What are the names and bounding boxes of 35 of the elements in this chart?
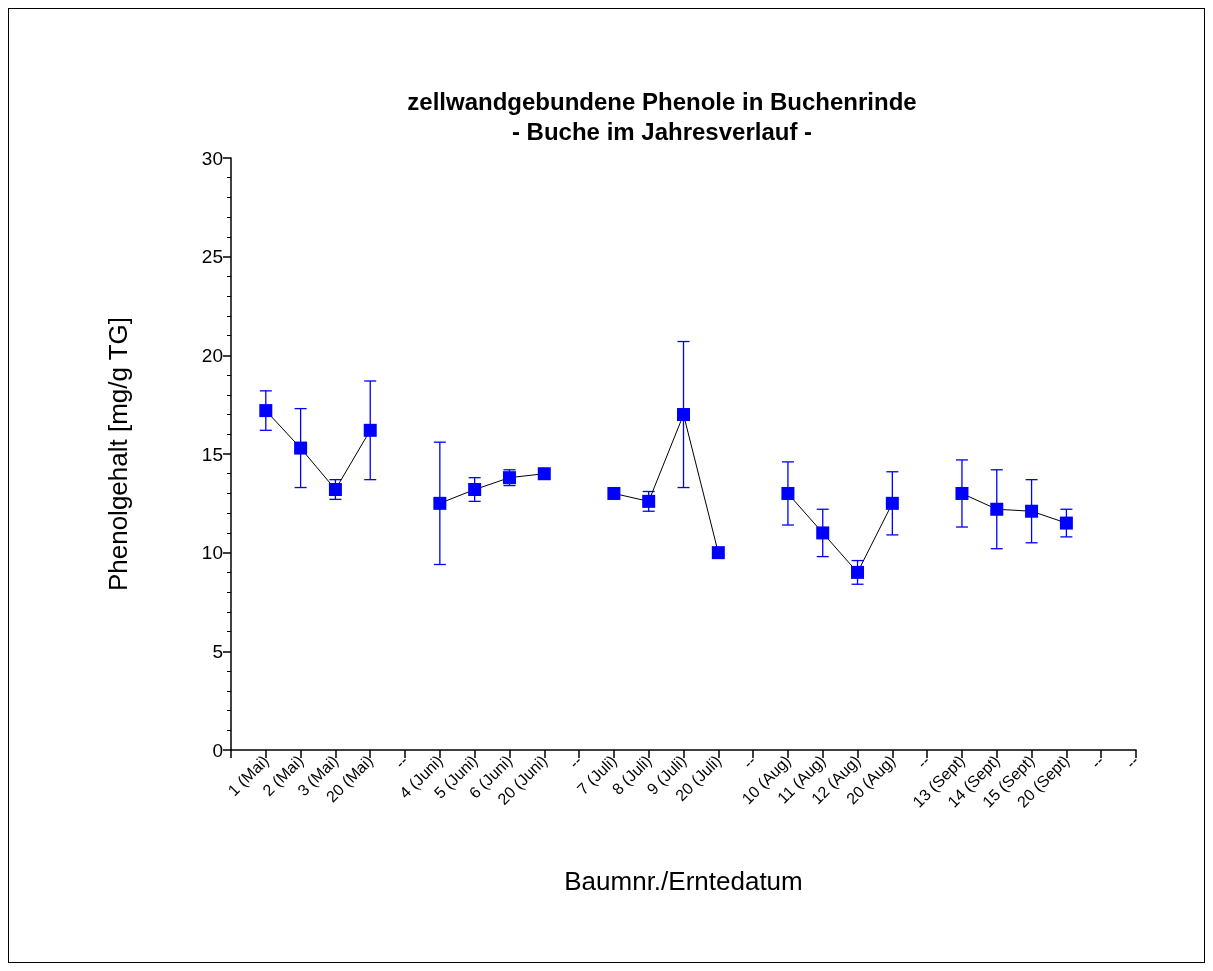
- x-tick-label: --: [739, 751, 760, 772]
- point: [1059, 516, 1073, 530]
- point: [468, 483, 482, 497]
- point: [711, 546, 725, 560]
- point: [816, 526, 830, 540]
- point: [433, 496, 447, 510]
- y-tick-label: 15: [201, 443, 223, 465]
- point: [677, 408, 690, 422]
- point: [851, 565, 865, 579]
- x-tick-label: --: [1087, 751, 1108, 772]
- point: [781, 486, 795, 500]
- x-axis-title: Baumnr./Erntedatum: [564, 866, 803, 896]
- point: [607, 486, 621, 500]
- point: [885, 496, 899, 510]
- point: [955, 486, 969, 500]
- x-tick-label: --: [565, 751, 586, 772]
- y-tick-label: 25: [201, 246, 223, 268]
- point: [259, 404, 273, 418]
- point: [363, 423, 377, 437]
- point: [294, 441, 308, 455]
- x-tick-label: --: [913, 751, 934, 772]
- point: [328, 483, 342, 497]
- y-tick-label: 20: [201, 344, 223, 366]
- x-tick-label: --: [391, 751, 412, 772]
- y-axis-title: Phenolgehalt [mg/g TG]: [103, 316, 133, 592]
- y-tick-label: 5: [212, 640, 223, 662]
- x-tick-label: --: [1122, 751, 1143, 772]
- chart-title: zellwandgebundene Phenole in Buchenrinde - Buche im Jahresverlauf -: [407, 87, 917, 145]
- y-tick-label: 10: [201, 542, 223, 564]
- point: [642, 494, 656, 508]
- point: [990, 502, 1004, 516]
- y-tick-label: 0: [212, 739, 223, 761]
- y-tick-label: 30: [201, 147, 223, 169]
- point: [537, 467, 551, 481]
- point: [1025, 504, 1039, 518]
